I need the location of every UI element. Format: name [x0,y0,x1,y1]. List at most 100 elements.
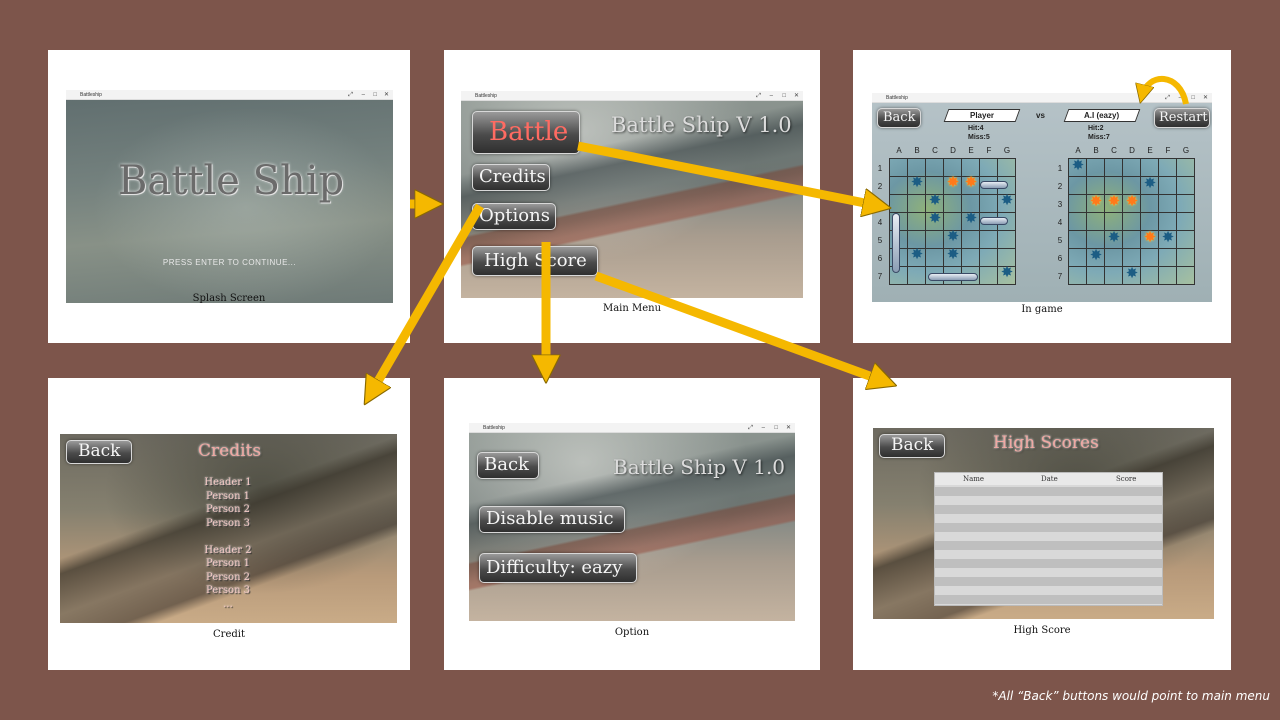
table-header: Name Date Score [935,473,1162,485]
options-caption: Option [614,627,650,638]
minimize-icon[interactable]: – [769,93,773,99]
row-label: 4 [1057,218,1063,227]
credit-line: Person 1 [205,490,251,502]
in-game-panel: Battleship ⤢ – □ ✕ Back Player Hit:4 Mis… [853,50,1231,343]
hit-marker: ✸ [964,174,978,191]
ai-miss: Miss:7 [1088,134,1110,141]
hit-marker: ✸ [1143,229,1157,246]
maximize-icon[interactable]: □ [373,92,377,98]
high-score-screenshot: Back High Scores Name Date Score [873,428,1214,619]
main-menu-title: Battle Ship V 1.0 [611,113,792,137]
footnote: *All “Back” buttons would point to main … [992,689,1270,703]
row-label: 7 [877,272,883,281]
restart-button[interactable]: Restart [1154,108,1210,128]
close-icon[interactable]: ✕ [785,425,791,431]
row-label: 4 [877,218,883,227]
miss-marker: ✸ [910,246,924,263]
miss-marker: ✸ [1143,175,1157,192]
column-name: Name [963,475,985,483]
row-label: 5 [1057,236,1063,245]
table-row [935,487,1162,496]
row-label: 5 [877,236,883,245]
high-score-caption: High Score [1013,625,1071,636]
expand-icon[interactable]: ⤢ [348,92,353,98]
arrow-highscore-to-highscore [594,271,886,382]
credit-line: Person 2 [205,571,251,583]
back-button[interactable]: Back [879,434,945,458]
miss-marker: ✸ [910,174,924,191]
minimize-icon[interactable]: – [361,92,365,98]
credit-line: Person 2 [205,504,251,515]
ship-icon [980,217,1008,225]
miss-marker: ✸ [1089,247,1103,264]
maximize-icon[interactable]: □ [1191,95,1195,101]
col-label: B [914,146,920,155]
main-menu-caption: Main Menu [602,303,662,314]
hit-marker: ✸ [1107,193,1121,210]
window-title: Battleship [80,92,102,98]
table-row [935,541,1162,550]
window-title: Battleship [483,425,505,431]
high-score-title: High Scores [993,433,1099,453]
column-date: Date [1041,475,1058,483]
window-titlebar: Battleship ⤢ – □ ✕ [461,91,803,101]
row-label: 6 [1057,254,1063,263]
row-label: 6 [877,254,883,263]
col-label: E [1147,146,1153,155]
splash-screenshot: Battleship ⤢ – □ ✕ Battle Ship PRESS ENT… [66,90,393,303]
ship-icon [928,273,978,281]
credits-list: Header 1 Person 1 Person 2 Person 3 Head… [178,476,278,611]
col-label: A [1075,146,1081,155]
ship-icon [892,213,900,273]
arrow-restart-loop [1142,76,1189,105]
expand-icon[interactable]: ⤢ [756,93,761,99]
high-score-button[interactable]: High Score [472,246,598,276]
hit-marker: ✸ [1125,193,1139,210]
disable-music-button[interactable]: Disable music [479,506,625,533]
high-score-panel: Back High Scores Name Date Score High Sc… [853,378,1231,670]
miss-marker: ✸ [928,210,942,227]
minimize-icon[interactable]: – [761,425,765,431]
expand-icon[interactable]: ⤢ [748,425,753,431]
expand-icon[interactable]: ⤢ [1165,95,1170,101]
close-icon[interactable]: ✕ [793,93,799,99]
maximize-icon[interactable]: □ [774,425,778,431]
maximize-icon[interactable]: □ [782,93,786,99]
miss-marker: ✸ [946,246,960,263]
col-label: G [1182,146,1190,155]
main-menu-screenshot: Battleship ⤢ – □ ✕ Battle Battle Ship V … [461,91,803,298]
column-score: Score [1116,475,1137,483]
hit-marker: ✸ [946,174,960,191]
close-icon[interactable]: ✕ [383,92,389,98]
arrow-credits-to-credits [370,203,484,395]
miss-marker: ✸ [964,210,978,227]
options-panel: Battleship ⤢ – □ ✕ Back Battle Ship V 1.… [444,378,820,670]
minimize-icon[interactable]: – [1178,95,1182,101]
credits-button[interactable]: Credits [472,164,550,191]
window-titlebar: Battleship ⤢ – □ ✕ [872,93,1212,103]
back-button[interactable]: Back [877,108,921,128]
difficulty-button[interactable]: Difficulty: eazy [479,553,637,583]
credits-screenshot: Back Credits Header 1 Person 1 Person 2 … [60,434,397,623]
col-label: C [932,146,938,155]
ship-icon [980,181,1008,189]
miss-marker: ✸ [1107,229,1121,246]
back-button[interactable]: Back [66,440,132,464]
col-label: F [986,146,992,155]
miss-marker: ✸ [1071,157,1085,174]
battle-button[interactable]: Battle [472,111,580,154]
ai-grid[interactable] [1068,158,1195,285]
credit-line: Header 1 [204,477,252,488]
close-icon[interactable]: ✕ [1202,95,1208,101]
vs-label: vs [1036,111,1045,120]
table-row [935,559,1162,568]
arrow-battle-to-game [577,141,880,206]
credit-line: Person 1 [205,558,251,569]
row-label: 3 [1057,200,1063,209]
press-enter-prompt: PRESS ENTER TO CONTINUE... [162,258,297,267]
miss-marker: ✸ [928,192,942,209]
back-button[interactable]: Back [477,452,539,479]
col-label: G [1003,146,1011,155]
player-stats: Hit:4 Miss:5 [968,124,990,142]
credit-line: ... [223,598,233,610]
